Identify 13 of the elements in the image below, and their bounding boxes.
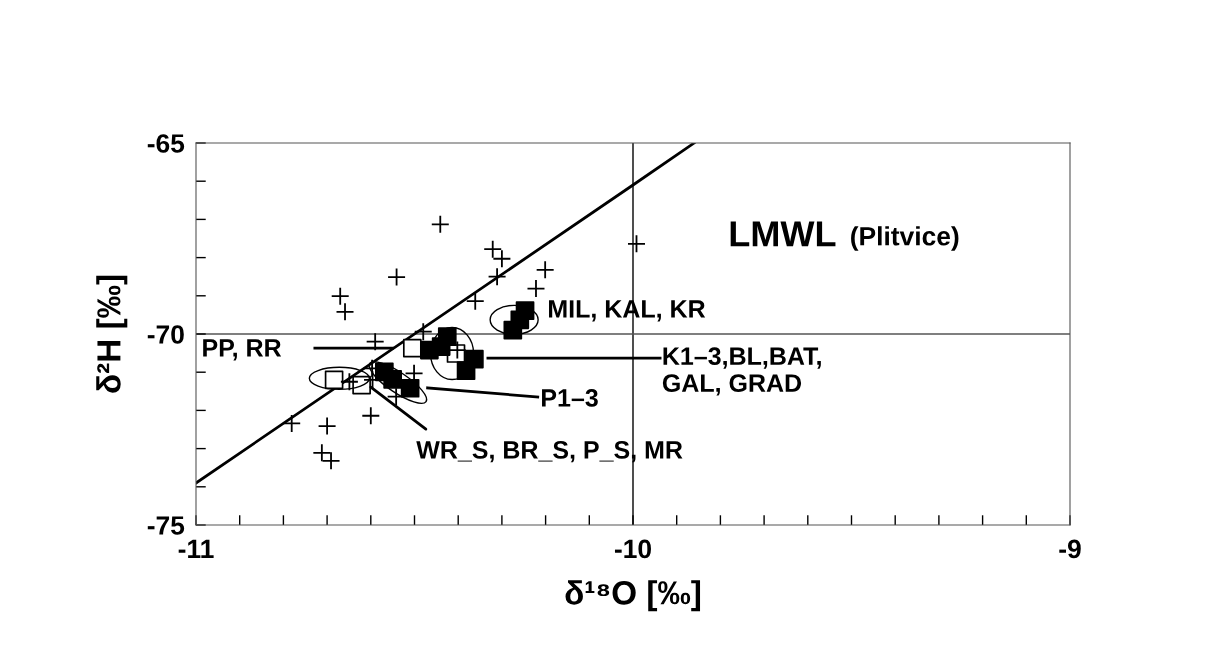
y-tick-label: -70 bbox=[147, 325, 184, 344]
x-tick-label: -10 bbox=[614, 539, 651, 559]
x-tick-label: -9 bbox=[1059, 539, 1081, 559]
annotation: (Plitvice) bbox=[851, 226, 959, 251]
x-axis-title: δ¹⁸O [‰] bbox=[565, 580, 701, 612]
y-tick-label: -75 bbox=[147, 516, 185, 535]
annotation: LMWL bbox=[730, 221, 836, 247]
x-tick-label: -11 bbox=[178, 539, 214, 559]
annotation: PP, RR bbox=[203, 339, 282, 361]
y-axis-title: δ²H [‰] bbox=[96, 275, 128, 393]
annotation: P1–3 bbox=[542, 389, 598, 407]
annotation: K1–3,BL,BAT, GAL, GRAD bbox=[662, 347, 821, 396]
y-tick-label: -65 bbox=[147, 134, 185, 153]
